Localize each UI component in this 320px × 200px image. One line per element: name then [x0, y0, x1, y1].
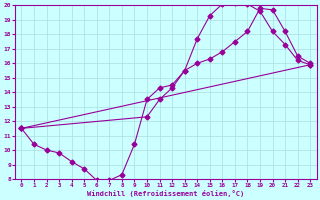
X-axis label: Windchill (Refroidissement éolien,°C): Windchill (Refroidissement éolien,°C)	[87, 190, 244, 197]
